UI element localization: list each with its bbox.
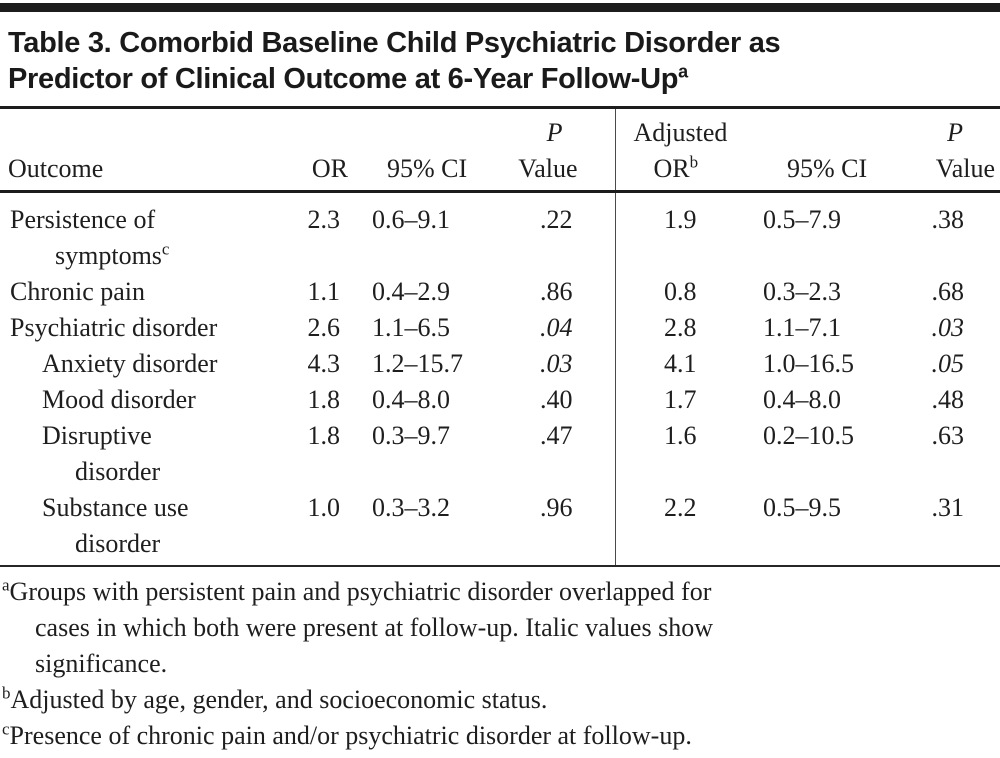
p-header-bottom: Value bbox=[518, 154, 578, 183]
p2-header-bottom: Value bbox=[935, 154, 995, 183]
ci-cell: 0.6–9.1 bbox=[372, 205, 450, 234]
ci-cell: 0.4–8.0 bbox=[372, 385, 450, 414]
ci-cell: 0.3–3.2 bbox=[372, 493, 450, 522]
or-cell: 1.8 bbox=[307, 421, 341, 450]
or-cell: 1.0 bbox=[307, 493, 341, 522]
p-value-cell: .86 bbox=[510, 274, 616, 310]
table-title: Table 3. Comorbid Baseline Child Psychia… bbox=[0, 25, 1000, 97]
adjusted-ci-cell: 0.3–2.3 bbox=[763, 277, 841, 306]
outcome-label-cont: disorder bbox=[75, 529, 161, 558]
adjusted-p-value-cell: .03 bbox=[931, 313, 965, 342]
adjusted-p-value-cell: .05 bbox=[931, 349, 965, 378]
outcome-label: Substance use bbox=[42, 493, 189, 522]
p-value-cell: .40 bbox=[510, 382, 616, 418]
or-cell: 2.3 bbox=[307, 205, 341, 234]
footnote-c: cPresence of chronic pain and/or psychia… bbox=[2, 718, 996, 754]
adjusted-header-bottom: ORb bbox=[653, 152, 699, 183]
outcome-cell: Substance use disorder bbox=[0, 490, 295, 565]
footnote-b-line1: Adjusted by age, gender, and socioeconom… bbox=[10, 685, 548, 714]
adjusted-p-value-cell: .31 bbox=[931, 493, 965, 522]
adjusted-p-value-cell: .38 bbox=[931, 205, 965, 234]
footnotes-section: aGroups with persistent pain and psychia… bbox=[0, 567, 1000, 754]
adjusted-or-cell: 2.2 bbox=[664, 493, 697, 522]
adjusted-ci-cell: 0.2–10.5 bbox=[763, 421, 854, 450]
footnote-b: bAdjusted by age, gender, and socioecono… bbox=[2, 682, 996, 718]
ci-cell: 1.2–15.7 bbox=[372, 349, 463, 378]
adjusted-ci-cell: 1.0–16.5 bbox=[763, 349, 854, 378]
adjusted-or-cell: 1.9 bbox=[664, 205, 697, 234]
header-row: Outcome OR 95% CI P Value Adjusted ORb 9… bbox=[0, 109, 1000, 193]
footnote-marker-b: b bbox=[2, 683, 11, 703]
footnote-a-line3: significance. bbox=[35, 649, 168, 678]
outcome-cell: Anxiety disorder bbox=[42, 349, 218, 378]
table-row: Chronic pain 1.1 0.4–2.9 .86 0.8 0.3–2.3… bbox=[0, 274, 1000, 310]
outcome-cell: Persistence of symptomsc bbox=[0, 192, 295, 275]
table-row: Anxiety disorder 4.3 1.2–15.7 .03 4.1 1.… bbox=[0, 346, 1000, 382]
top-rule-bar bbox=[0, 3, 1000, 12]
footnote-marker-a-ref: a bbox=[678, 61, 688, 82]
table-title-line2: Predictor of Clinical Outcome at 6-Year … bbox=[8, 63, 679, 95]
outcome-label: Persistence of bbox=[10, 205, 156, 234]
ci-cell: 0.4–2.9 bbox=[372, 277, 450, 306]
adjusted-ci-cell: 0.5–7.9 bbox=[763, 205, 841, 234]
adjusted-ci-cell: 0.4–8.0 bbox=[763, 385, 841, 414]
adjusted-ci-cell: 0.5–9.5 bbox=[763, 493, 841, 522]
adjusted-p-value-cell: .63 bbox=[931, 421, 965, 450]
adjusted-header-top: Adjusted bbox=[633, 118, 728, 147]
ci-cell: 1.1–6.5 bbox=[372, 313, 450, 342]
outcome-cell: Disruptive disorder bbox=[0, 418, 295, 490]
col-header-p-value: P Value bbox=[510, 109, 616, 193]
or-cell: 1.8 bbox=[307, 385, 341, 414]
outcome-label-cont: disorder bbox=[75, 457, 161, 486]
p-value-cell: .04 bbox=[510, 310, 616, 346]
table-row: Persistence of symptomsc 2.3 0.6–9.1 .22… bbox=[0, 191, 1000, 275]
outcome-cell: Mood disorder bbox=[42, 385, 196, 414]
ci-cell: 0.3–9.7 bbox=[372, 421, 450, 450]
p-value-cell: .22 bbox=[510, 191, 616, 274]
adjusted-or-cell: 1.6 bbox=[664, 421, 697, 450]
col-header-p-value-adjusted: P Value bbox=[880, 109, 1000, 193]
table-row: Psychiatric disorder 2.6 1.1–6.5 .04 2.8… bbox=[0, 310, 1000, 346]
table-row: Mood disorder 1.8 0.4–8.0 .40 1.7 0.4–8.… bbox=[0, 382, 1000, 418]
adjusted-ci-cell: 1.1–7.1 bbox=[763, 313, 841, 342]
or-cell: 2.6 bbox=[307, 313, 341, 342]
col-header-ci: 95% CI bbox=[350, 109, 510, 193]
footnote-c-line1: Presence of chronic pain and/or psychiat… bbox=[9, 721, 692, 750]
comorbidity-outcomes-table: Outcome OR 95% CI P Value Adjusted ORb 9… bbox=[0, 109, 1000, 565]
footnote-marker-c: c bbox=[2, 719, 10, 739]
outcome-label-cont: symptomsc bbox=[55, 239, 170, 270]
or-cell: 4.3 bbox=[307, 349, 341, 378]
footnote-a: aGroups with persistent pain and psychia… bbox=[2, 574, 996, 682]
adjusted-or-cell: 0.8 bbox=[664, 277, 697, 306]
col-header-or: OR bbox=[295, 109, 350, 193]
footnote-a-line1: Groups with persistent pain and psychiat… bbox=[9, 577, 712, 606]
adjusted-p-value-cell: .68 bbox=[931, 277, 965, 306]
table-title-line1: Table 3. Comorbid Baseline Child Psychia… bbox=[8, 27, 781, 59]
adjusted-or-cell: 4.1 bbox=[664, 349, 697, 378]
p2-header-top: P bbox=[947, 118, 963, 147]
or-cell: 1.1 bbox=[307, 277, 341, 306]
adjusted-or-cell: 1.7 bbox=[664, 385, 697, 414]
footnote-a-line2: cases in which both were present at foll… bbox=[35, 613, 713, 642]
outcome-label: Disruptive bbox=[42, 421, 152, 450]
footnote-marker-a: a bbox=[2, 575, 10, 595]
col-header-adjusted-or: Adjusted ORb bbox=[615, 109, 745, 193]
outcome-cell: Chronic pain bbox=[10, 277, 146, 306]
p-header-top: P bbox=[546, 118, 563, 147]
table-bottom-rule bbox=[0, 565, 1000, 567]
p-value-cell: .47 bbox=[510, 418, 616, 490]
col-header-outcome: Outcome bbox=[0, 109, 295, 193]
table-row: Substance use disorder 1.0 0.3–3.2 .96 2… bbox=[0, 490, 1000, 565]
p-value-cell: .96 bbox=[510, 490, 616, 565]
table-row: Disruptive disorder 1.8 0.3–9.7 .47 1.6 … bbox=[0, 418, 1000, 490]
adjusted-p-value-cell: .48 bbox=[931, 385, 965, 414]
title-divider-rule bbox=[0, 106, 1000, 109]
col-header-ci-adjusted: 95% CI bbox=[745, 109, 880, 193]
outcome-cell: Psychiatric disorder bbox=[10, 313, 218, 342]
footnote-marker-c-ref: c bbox=[161, 239, 170, 259]
footnote-marker-b-ref: b bbox=[689, 152, 699, 172]
adjusted-or-cell: 2.8 bbox=[664, 313, 697, 342]
p-value-cell: .03 bbox=[510, 346, 616, 382]
